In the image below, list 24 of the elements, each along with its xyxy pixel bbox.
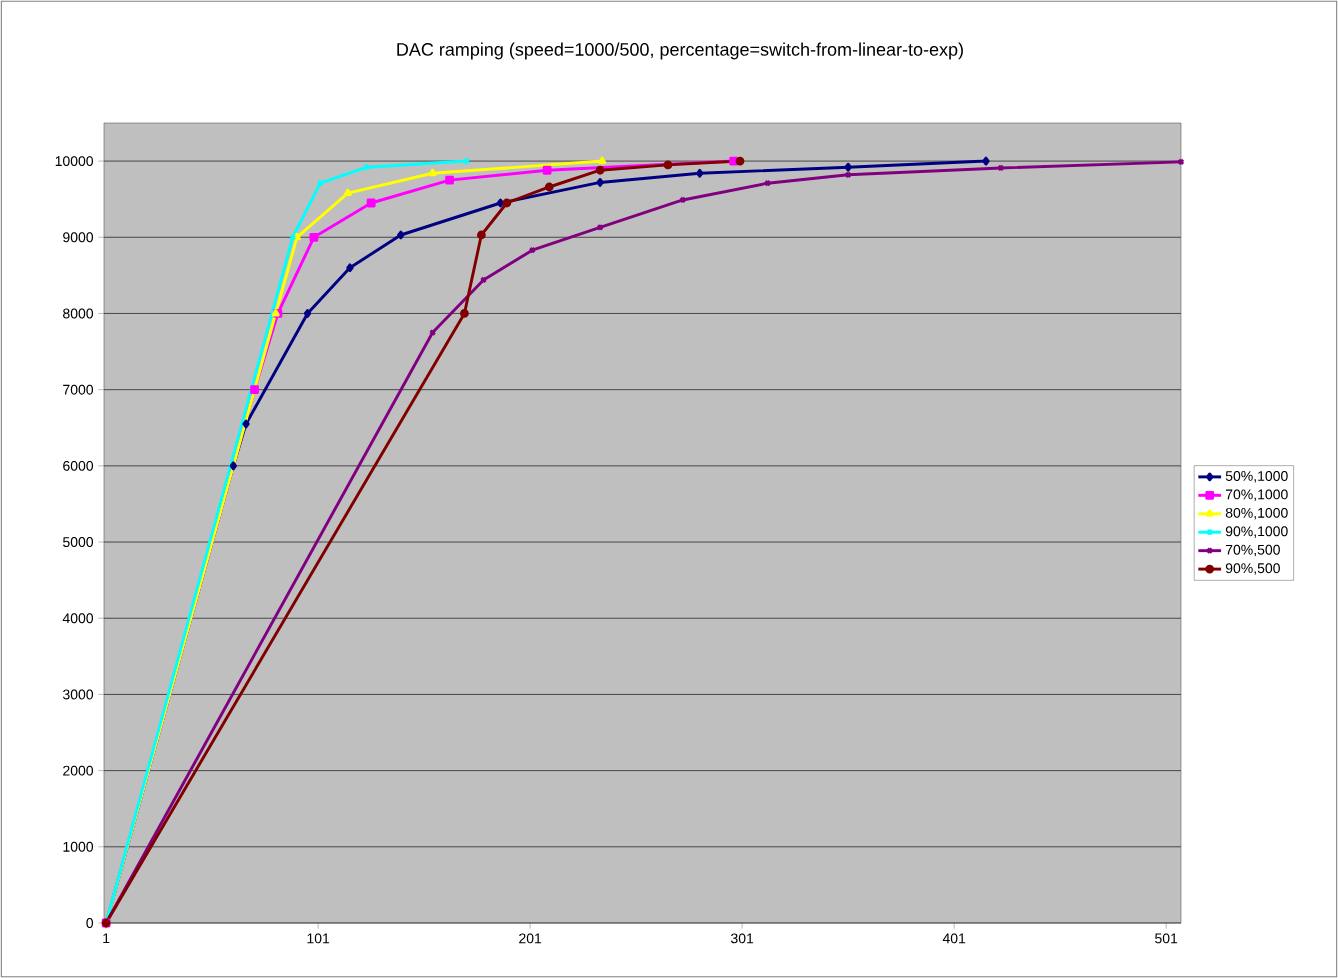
y-tick-label: 6000	[63, 460, 94, 471]
y-tick-label: 0	[86, 918, 94, 928]
legend-label: 70%,500	[1225, 544, 1280, 557]
y-tick-label: 1000	[63, 841, 94, 852]
y-tick-label: 3000	[62, 689, 94, 700]
legend-label: 70%,1000	[1225, 489, 1288, 502]
y-tick-label: 9000	[63, 232, 94, 243]
y-tick-label: 2000	[63, 765, 94, 776]
legend-label: 90%,1000	[1225, 526, 1288, 538]
x-tick-label: 1	[103, 933, 110, 944]
x-tick-label: 201	[519, 933, 542, 944]
y-tick-label: 8000	[63, 308, 94, 319]
x-tick-label: 101	[307, 933, 330, 944]
x-tick-label: 301	[731, 933, 754, 944]
x-tick-label: 501	[1155, 933, 1178, 944]
legend-label: 80%,1000	[1225, 507, 1288, 520]
legend-label: 50%,1000	[1225, 471, 1288, 483]
chart-title: DAC ramping (speed=1000/500, percentage=switch-from-linear-to-exp)	[397, 42, 963, 60]
y-tick-label: 5000	[63, 537, 94, 548]
y-tick-label: 10000	[55, 156, 94, 167]
legend-label: 90%,500	[1225, 563, 1280, 575]
y-tick-label: 7000	[63, 384, 94, 395]
y-tick-label: 4000	[62, 613, 94, 624]
x-tick-label: 401	[942, 933, 966, 944]
